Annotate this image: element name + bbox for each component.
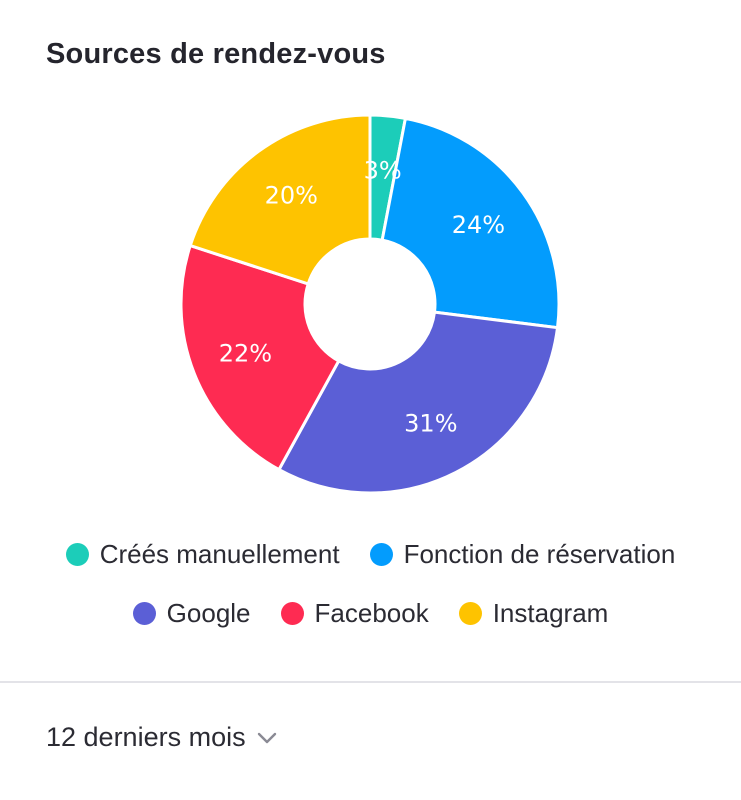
chart-legend: Créés manuellement Fonction de réservati… <box>0 530 741 648</box>
legend-dot-icon <box>458 601 482 625</box>
slice-label-2: 31% <box>404 409 457 437</box>
legend-label: Fonction de réservation <box>403 538 676 569</box>
legend-item-manual[interactable]: Créés manuellement <box>65 538 340 570</box>
legend-label: Google <box>166 597 251 628</box>
chevron-down-icon[interactable] <box>256 727 278 749</box>
legend-item-facebook[interactable]: Facebook <box>280 597 429 629</box>
period-dropdown[interactable]: 12 derniers mois <box>46 722 278 753</box>
legend-item-instagram[interactable]: Instagram <box>458 597 609 629</box>
donut-slice-3[interactable] <box>179 243 341 472</box>
donut-slice-2[interactable] <box>276 310 560 495</box>
divider <box>0 681 741 683</box>
donut-slice-1[interactable] <box>380 116 561 330</box>
legend-item-google[interactable]: Google <box>132 597 251 629</box>
legend-label: Créés manuellement <box>99 538 340 569</box>
legend-dot-icon <box>369 542 393 566</box>
slice-label-4: 20% <box>265 182 318 210</box>
card-title: Sources de rendez-vous <box>46 38 386 70</box>
legend-dot-icon <box>132 601 156 625</box>
legend-label: Facebook <box>314 597 429 628</box>
legend-dot-icon <box>65 542 89 566</box>
slice-label-3: 22% <box>219 339 272 367</box>
period-label: 12 derniers mois <box>46 722 246 752</box>
legend-row: Créés manuellement Fonction de réservati… <box>0 530 741 578</box>
slice-label-0: 3% <box>364 157 402 185</box>
legend-label: Instagram <box>492 597 609 628</box>
legend-row: Google Facebook Instagram <box>0 589 741 637</box>
donut-chart: 3% 24% 31% 22% 20% <box>179 113 561 495</box>
legend-dot-icon <box>280 601 304 625</box>
slice-label-1: 24% <box>452 211 505 239</box>
legend-item-booking[interactable]: Fonction de réservation <box>369 538 676 570</box>
donut-slice-4[interactable] <box>188 113 372 286</box>
donut-slices <box>179 113 561 495</box>
donut-labels: 3% 24% 31% 22% 20% <box>219 157 505 438</box>
